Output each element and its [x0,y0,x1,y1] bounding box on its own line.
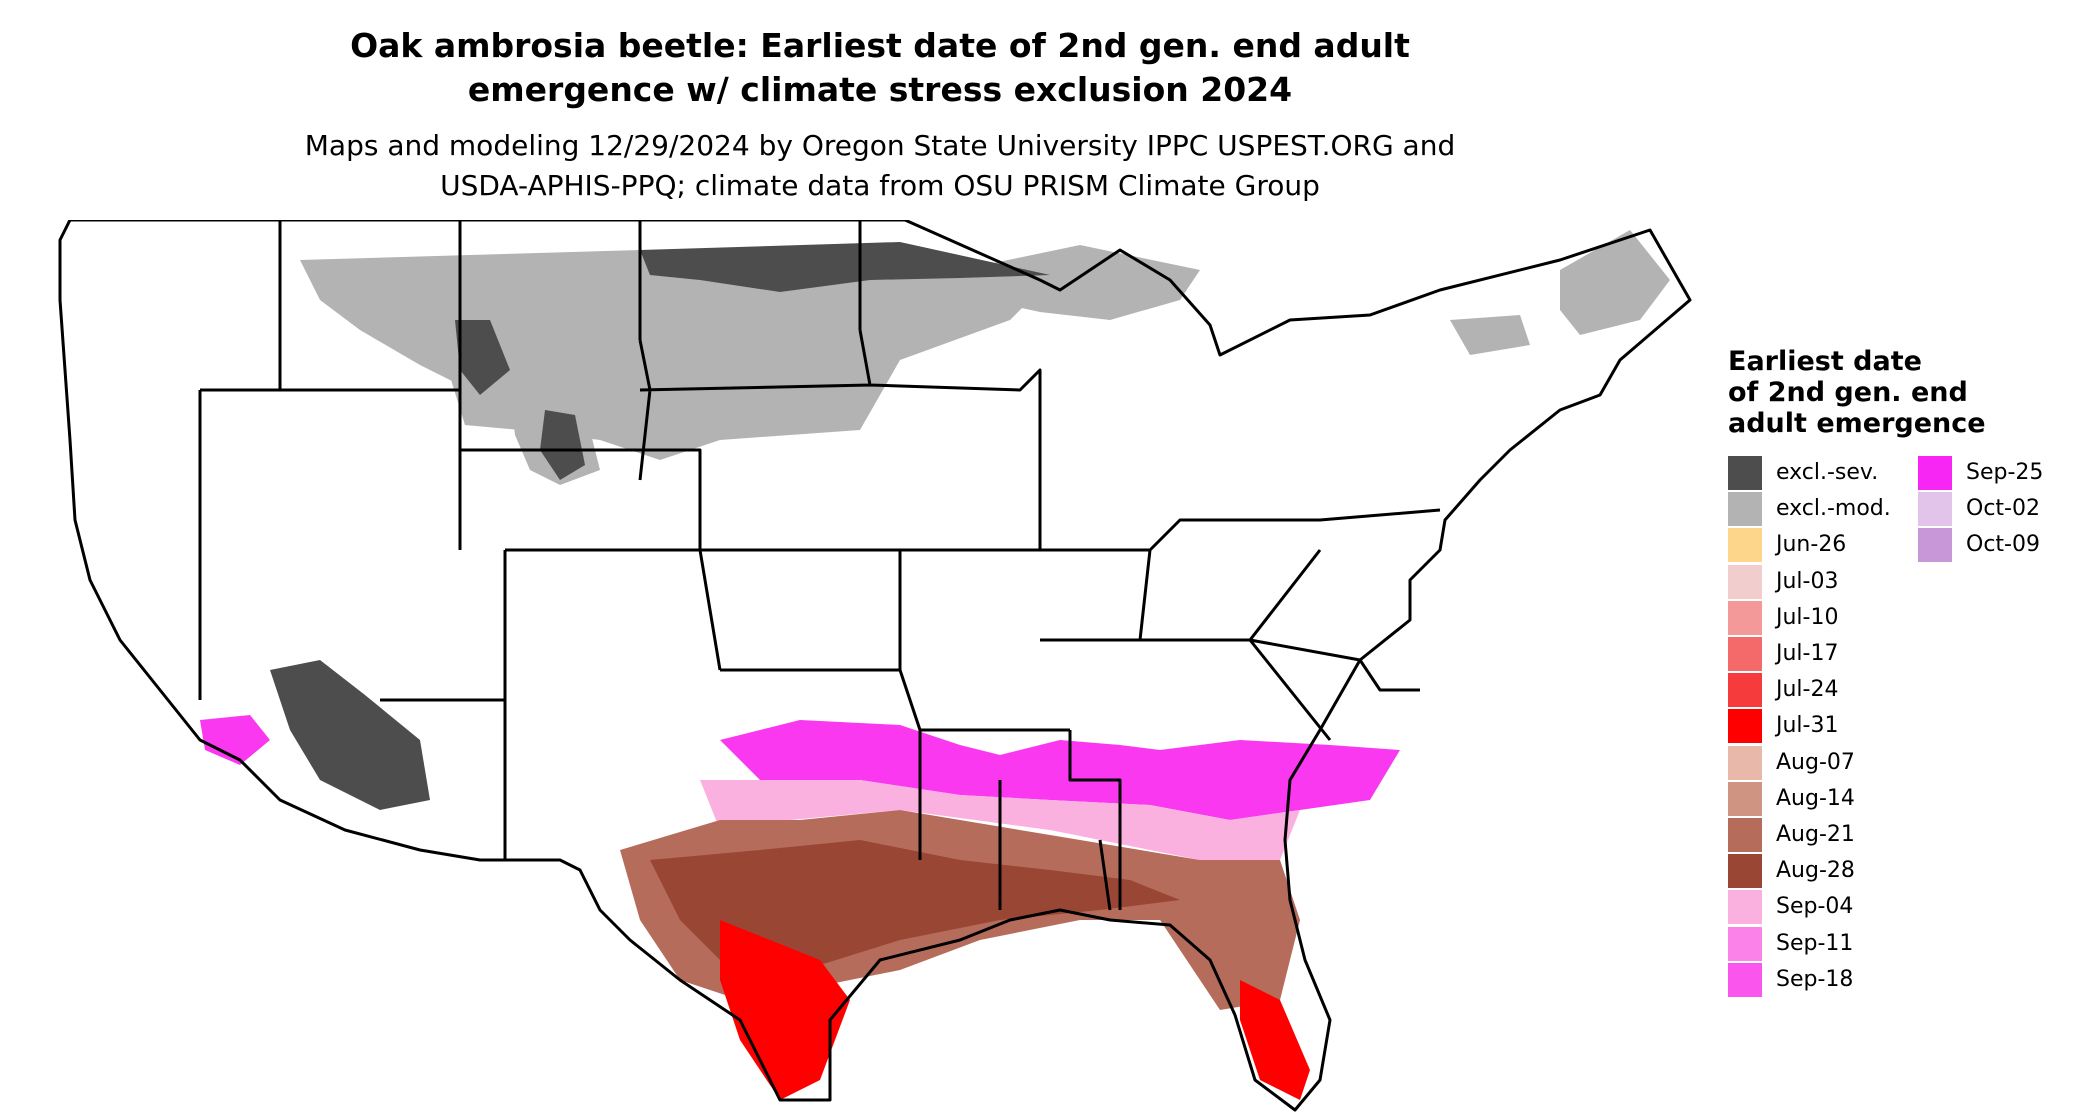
zone-excl-moderate-new-york [1450,315,1530,355]
legend-swatch [1918,492,1952,527]
state-lines [198,220,1441,911]
map-subtitle-line-1: Maps and modeling 12/29/2024 by Oregon S… [304,129,1456,162]
legend-title: Earliest date of 2nd gen. end adult emer… [1728,346,1986,439]
legend-swatch [1728,709,1762,744]
boundary-layer [58,220,1692,1112]
legend-title-line-1: Earliest date [1728,346,1922,377]
legend-swatch [1728,456,1762,490]
zone-excl-severe-north [640,242,1050,292]
map-subtitle: Maps and modeling 12/29/2024 by Oregon S… [0,126,1760,206]
legend-swatch [1728,745,1762,780]
legend-label: Oct-09 [1966,532,2040,558]
legend-label: Aug-21 [1776,822,1855,847]
legend-label: Sep-18 [1776,966,1854,992]
zone-excl-severe-colorado [540,410,585,480]
legend-label: Aug-28 [1776,858,1855,884]
legend-swatch [1728,781,1762,816]
us-outline [58,220,1692,1112]
legend-label: Oct-02 [1966,496,2040,522]
legend-label: Jul-31 [1776,713,1839,739]
legend-label: Jun-26 [1776,532,1847,558]
legend-label: Aug-07 [1776,749,1855,775]
legend-swatch [1728,637,1762,671]
zone-red-florida [1240,980,1310,1100]
zone-excl-moderate-north [300,250,1040,460]
legend-swatch [1728,492,1762,527]
legend-swatch [1728,890,1762,925]
legend-swatch [1918,528,1952,563]
map-title: Oak ambrosia beetle: Earliest date of 2n… [0,24,1760,112]
zone-magenta-southwest-edge [200,715,270,765]
legend-label: excl.-mod. [1776,496,1891,522]
zone-excl-moderate-great-lakes [960,245,1200,320]
climate-zone-layer [200,230,1670,1100]
zone-excl-severe-wyoming [455,320,510,395]
legend-swatch [1918,456,1952,490]
legend-label: Jul-03 [1776,568,1839,594]
legend-swatch [1728,673,1762,708]
legend-label: excl.-sev. [1776,460,1879,485]
legend-label: Jul-17 [1776,641,1839,666]
zone-excl-moderate-maine [1560,230,1670,335]
legend-label: Jul-10 [1776,604,1839,630]
legend-label: Aug-14 [1776,785,1855,811]
legend-label: Sep-04 [1776,894,1854,920]
zone-excl-severe-southwest [270,660,430,810]
legend-swatch [1728,818,1762,852]
zone-magenta-southeast [720,720,1400,820]
us-map [58,220,1692,1112]
legend-swatch [1728,854,1762,889]
zone-red-south-texas [720,920,850,1100]
legend-title-line-2: of 2nd gen. end [1728,377,1968,408]
legend-swatch [1728,564,1762,599]
legend-swatch [1728,600,1762,635]
zone-brown-dark-core [650,840,1180,965]
legend-swatch [1728,926,1762,961]
legend-label: Jul-24 [1776,677,1839,703]
legend: Earliest date of 2nd gen. end adult emer… [1728,346,2088,1006]
legend-label: Sep-25 [1966,460,2044,485]
map-title-line-1: Oak ambrosia beetle: Earliest date of 2n… [350,26,1410,65]
legend-title-line-3: adult emergence [1728,408,1986,439]
map-subtitle-line-2: USDA-APHIS-PPQ; climate data from OSU PR… [440,169,1320,202]
legend-swatch [1728,528,1762,563]
map-title-line-2: emergence w/ climate stress exclusion 20… [467,70,1293,109]
legend-swatch [1728,962,1762,997]
legend-label: Sep-11 [1776,930,1854,956]
